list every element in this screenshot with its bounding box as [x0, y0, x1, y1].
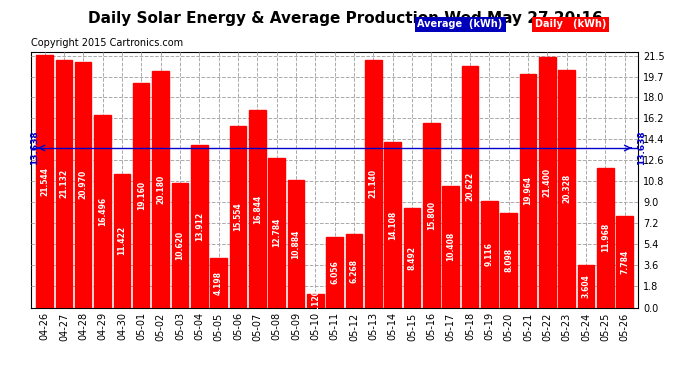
- Bar: [191, 145, 208, 308]
- Text: 6.056: 6.056: [330, 260, 339, 284]
- Bar: [249, 111, 266, 308]
- Bar: [404, 208, 420, 308]
- Text: 9.116: 9.116: [485, 242, 494, 266]
- Text: 3.604: 3.604: [582, 274, 591, 298]
- Bar: [230, 126, 246, 308]
- Text: 21.544: 21.544: [40, 167, 49, 196]
- Bar: [539, 57, 555, 308]
- Bar: [133, 83, 150, 308]
- Text: 20.180: 20.180: [156, 175, 165, 204]
- Bar: [481, 201, 497, 308]
- Text: 21.400: 21.400: [543, 168, 552, 197]
- Text: 10.620: 10.620: [175, 231, 184, 260]
- Text: 13.638: 13.638: [638, 130, 647, 165]
- Text: Copyright 2015 Cartronics.com: Copyright 2015 Cartronics.com: [31, 38, 183, 48]
- Bar: [384, 142, 401, 308]
- Text: Daily Solar Energy & Average Production Wed May 27 20:16: Daily Solar Energy & Average Production …: [88, 11, 602, 26]
- Bar: [75, 62, 92, 308]
- Bar: [172, 183, 188, 308]
- Text: 8.098: 8.098: [504, 248, 513, 272]
- Bar: [307, 294, 324, 307]
- Bar: [616, 216, 633, 308]
- Text: 7.784: 7.784: [620, 250, 629, 274]
- Text: 13.638: 13.638: [30, 130, 39, 165]
- Text: 20.622: 20.622: [466, 172, 475, 201]
- Bar: [95, 114, 111, 308]
- Bar: [288, 180, 304, 308]
- Text: Average  (kWh): Average (kWh): [417, 20, 503, 29]
- Text: 15.554: 15.554: [233, 202, 242, 231]
- Bar: [346, 234, 362, 308]
- Bar: [37, 56, 53, 308]
- Text: 19.160: 19.160: [137, 181, 146, 210]
- Bar: [520, 74, 536, 308]
- Bar: [268, 158, 285, 308]
- Bar: [210, 258, 227, 308]
- Bar: [558, 70, 575, 308]
- Bar: [326, 237, 343, 308]
- Text: 14.108: 14.108: [388, 210, 397, 240]
- Text: 13.912: 13.912: [195, 211, 204, 241]
- Bar: [500, 213, 517, 308]
- Text: 20.970: 20.970: [79, 170, 88, 200]
- Bar: [462, 66, 478, 308]
- Text: 20.328: 20.328: [562, 174, 571, 203]
- Bar: [152, 72, 169, 308]
- Text: 15.800: 15.800: [427, 201, 436, 230]
- Text: 11.968: 11.968: [601, 223, 610, 252]
- Text: Daily   (kWh): Daily (kWh): [535, 20, 606, 29]
- Text: 10.884: 10.884: [291, 229, 300, 258]
- Text: 6.268: 6.268: [350, 259, 359, 283]
- Text: 10.408: 10.408: [446, 232, 455, 261]
- Bar: [365, 60, 382, 308]
- Text: 19.964: 19.964: [524, 176, 533, 205]
- Text: 21.140: 21.140: [369, 169, 378, 198]
- Text: 8.492: 8.492: [408, 246, 417, 270]
- Bar: [442, 186, 459, 308]
- Bar: [56, 60, 72, 308]
- Text: 16.496: 16.496: [98, 196, 107, 226]
- Text: 12.784: 12.784: [272, 218, 281, 248]
- Bar: [597, 168, 613, 308]
- Text: 1.120: 1.120: [310, 289, 319, 313]
- Bar: [423, 123, 440, 308]
- Text: 4.198: 4.198: [214, 271, 223, 295]
- Bar: [578, 266, 594, 308]
- Text: 11.422: 11.422: [117, 226, 126, 255]
- Bar: [114, 174, 130, 308]
- Text: 21.132: 21.132: [59, 170, 68, 198]
- Text: 16.844: 16.844: [253, 194, 262, 224]
